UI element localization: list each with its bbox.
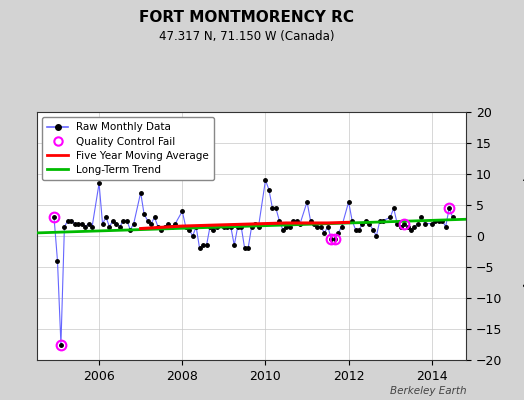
- Legend: Raw Monthly Data, Quality Control Fail, Five Year Moving Average, Long-Term Tren: Raw Monthly Data, Quality Control Fail, …: [42, 117, 214, 180]
- Y-axis label: Temperature Anomaly (°C): Temperature Anomaly (°C): [522, 152, 524, 320]
- Text: 47.317 N, 71.150 W (Canada): 47.317 N, 71.150 W (Canada): [159, 30, 334, 43]
- Text: Berkeley Earth: Berkeley Earth: [390, 386, 466, 396]
- Text: FORT MONTMORENCY RC: FORT MONTMORENCY RC: [139, 10, 354, 25]
